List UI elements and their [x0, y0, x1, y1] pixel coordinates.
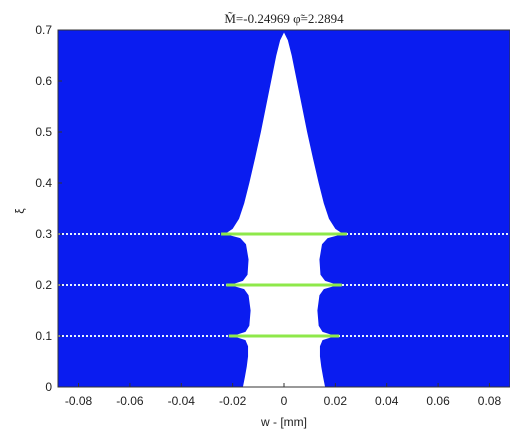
- y-axis-label: ξ: [13, 208, 27, 214]
- x-tick-label: 0: [281, 394, 288, 408]
- x-tick-label: 0.04: [375, 394, 399, 408]
- y-tick-label: 0.4: [35, 176, 52, 190]
- x-tick-label: -0.06: [116, 394, 144, 408]
- central-region: [224, 32, 344, 388]
- y-tick-label: 0: [45, 380, 52, 394]
- x-tick-label: -0.08: [65, 394, 93, 408]
- x-tick-label: -0.04: [168, 394, 196, 408]
- y-tick-label: 0.3: [35, 227, 52, 241]
- x-tick-label: 0.08: [478, 394, 502, 408]
- chart-title: M̃=-0.24969 φ̃=2.2894: [224, 11, 344, 26]
- y-tick-label: 0.1: [35, 329, 52, 343]
- y-tick-label: 0.6: [35, 74, 52, 88]
- x-axis-label: w - [mm]: [260, 415, 307, 429]
- x-tick-label: -0.02: [219, 394, 247, 408]
- y-tick-label: 0.7: [35, 23, 52, 37]
- x-tick-label: 0.06: [426, 394, 450, 408]
- x-tick-label: 0.02: [324, 394, 348, 408]
- y-tick-label: 0.2: [35, 278, 52, 292]
- plot-area: [58, 30, 510, 388]
- y-tick-label: 0.5: [35, 125, 52, 139]
- axes: -0.08 -0.06 -0.04 -0.02 0 0.02 0.04 0.06 0.08 0 0.…: [35, 23, 510, 408]
